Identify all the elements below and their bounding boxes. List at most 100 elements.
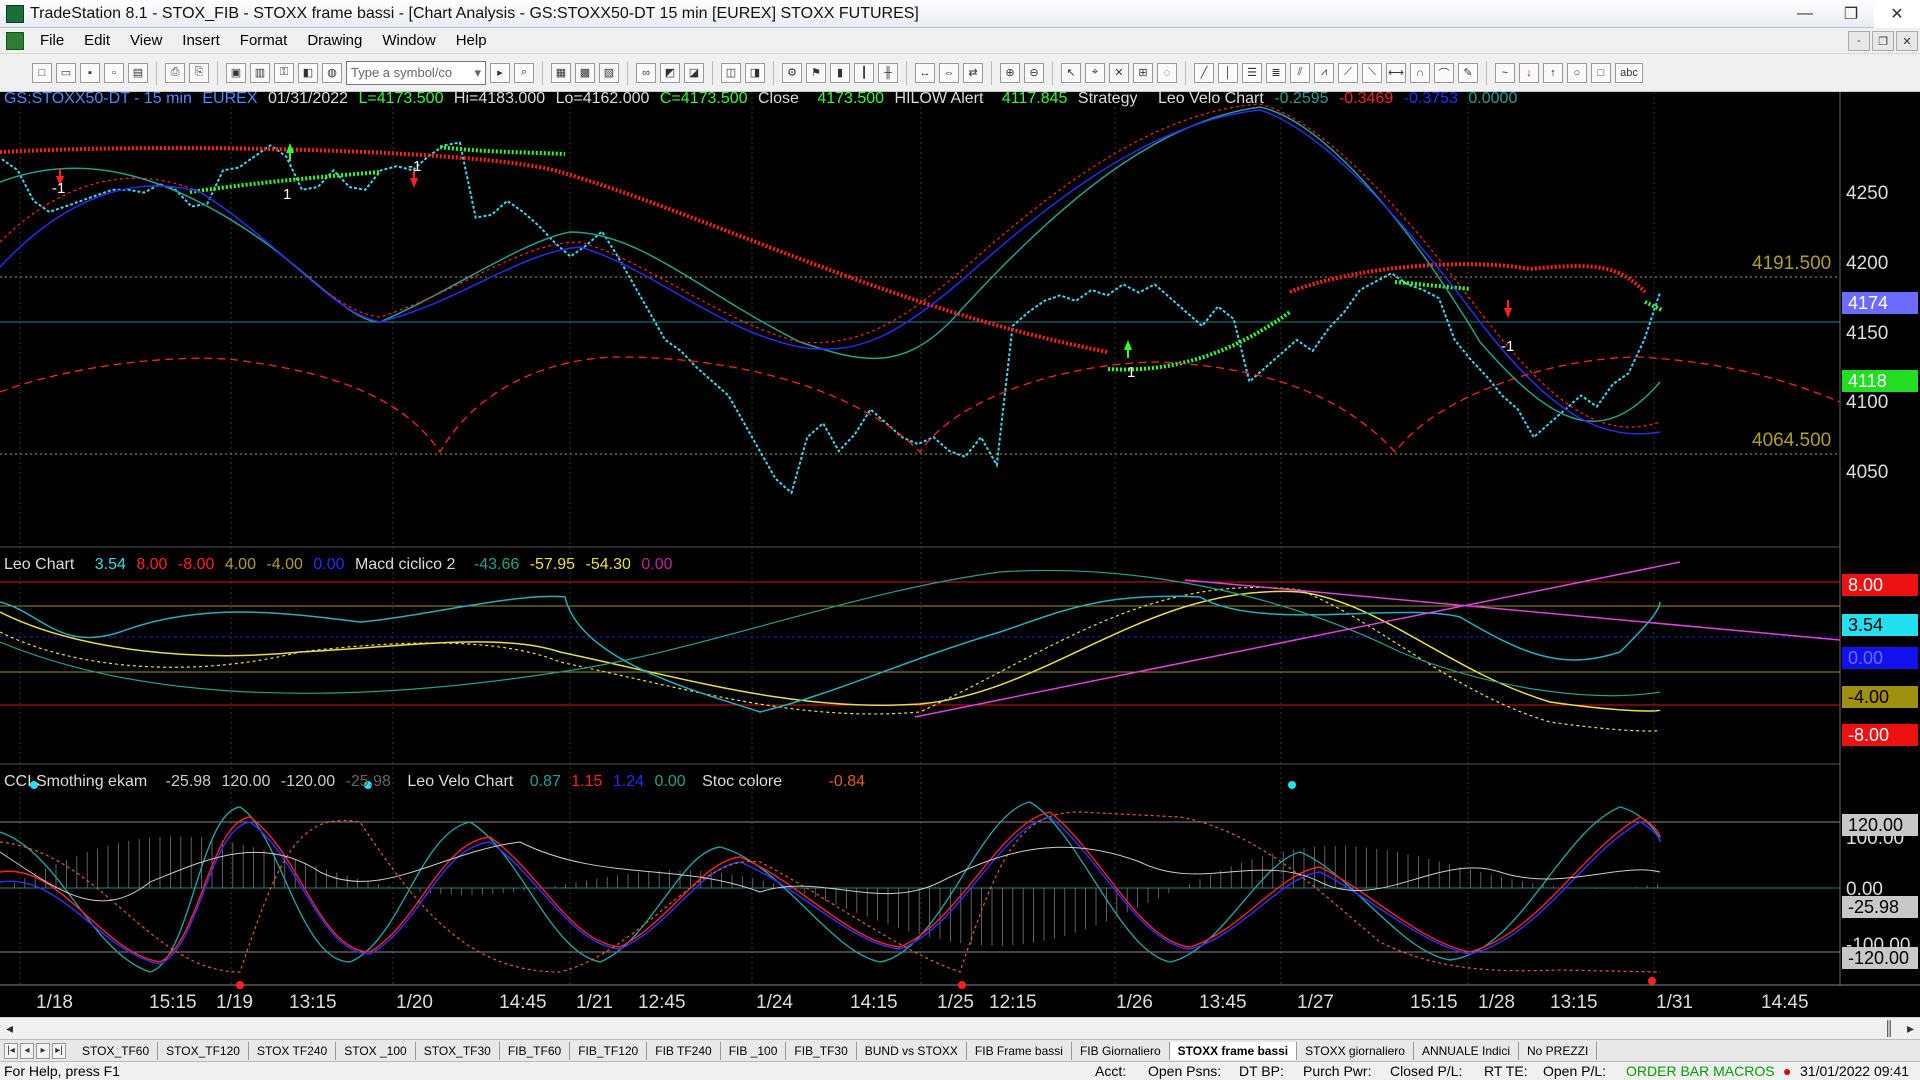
tab-5[interactable]: FIB_TF60: [500, 1041, 571, 1060]
horizontal-lines-icon[interactable]: ☰: [1242, 62, 1262, 83]
chart-window-icon[interactable]: [6, 31, 24, 50]
symbol-lookup-icon[interactable]: ⌕: [514, 62, 534, 83]
tab-13[interactable]: STOXX frame bassi: [1169, 1041, 1298, 1060]
save-all-icon[interactable]: ▫: [104, 62, 124, 83]
chevron-down-icon[interactable]: ▾: [474, 64, 481, 80]
arrow-down-icon[interactable]: ↓: [1519, 62, 1539, 83]
mdi-minimize-button[interactable]: -: [1848, 31, 1870, 51]
tab-15[interactable]: ANNUALE Indici: [1414, 1041, 1519, 1060]
arrow-up-icon[interactable]: ↑: [1543, 62, 1563, 83]
fibonacci-icon[interactable]: ≣: [1266, 62, 1286, 83]
text-tool-icon[interactable]: abc: [1615, 62, 1643, 83]
print-preview-icon[interactable]: ⎘: [189, 62, 209, 83]
minimize-button[interactable]: —: [1797, 5, 1813, 22]
tab-10[interactable]: BUND vs STOXX: [857, 1041, 967, 1060]
vertical-line-icon[interactable]: │: [1218, 62, 1238, 83]
tile-icon[interactable]: ▥: [250, 62, 270, 83]
new-file-icon[interactable]: □: [32, 62, 52, 83]
zoom-in-icon[interactable]: ⊕: [1000, 62, 1020, 83]
tab-1[interactable]: STOX_TF120: [158, 1041, 249, 1060]
menu-edit[interactable]: Edit: [84, 32, 111, 49]
scanner-icon[interactable]: ◩: [660, 62, 680, 83]
menu-file[interactable]: File: [40, 32, 65, 49]
ellipse-icon[interactable]: ○: [1567, 62, 1587, 83]
chart-analysis[interactable]: GS:STOXX50-DT - 15 min EUREX 01/31/2022 …: [0, 90, 1920, 1017]
tools-icon[interactable]: ✕: [1109, 62, 1129, 83]
format-symbol-icon[interactable]: ◨: [745, 62, 765, 83]
open-folder-icon[interactable]: ▭: [56, 62, 76, 83]
chart-canvas[interactable]: [0, 92, 1920, 1017]
data-tips-icon[interactable]: ⌖: [1085, 62, 1105, 83]
tab-next-icon[interactable]: ▸: [36, 1042, 50, 1059]
go-arrow-icon[interactable]: ▸: [490, 62, 510, 83]
tab-11[interactable]: FIB Frame bassi: [967, 1041, 1072, 1060]
menu-help[interactable]: Help: [455, 32, 487, 49]
print-icon[interactable]: ⎙: [165, 62, 185, 83]
link-icon[interactable]: ∞: [636, 62, 656, 83]
tab-last-icon[interactable]: ▸|: [52, 1042, 66, 1059]
matrix-icon[interactable]: ▧: [599, 62, 619, 83]
pointer-icon[interactable]: ↖: [1061, 62, 1081, 83]
ohlc-icon[interactable]: ╫: [878, 62, 898, 83]
tab-14[interactable]: STOXX giornaliero: [1297, 1041, 1414, 1060]
strategy-icon[interactable]: ⚑: [806, 62, 826, 83]
cycle-icon[interactable]: ∩: [1410, 62, 1430, 83]
drawing-object-icon[interactable]: ⊞: [1133, 62, 1153, 83]
regression-icon[interactable]: ⟍: [1362, 62, 1382, 83]
indicator-icon[interactable]: ⚙: [782, 62, 802, 83]
compress-icon[interactable]: ⇔: [939, 62, 959, 83]
scroll-left-icon[interactable]: ◂: [6, 1020, 14, 1036]
tab-4[interactable]: STOX_TF30: [416, 1041, 500, 1060]
tab-prev-icon[interactable]: ◂: [20, 1042, 34, 1059]
tab-6[interactable]: FIB_TF120: [570, 1041, 648, 1060]
radar-screen-icon[interactable]: ▩: [575, 62, 595, 83]
scroll-icon[interactable]: ⇄: [963, 62, 983, 83]
tab-0[interactable]: STOX_TF60: [74, 1041, 159, 1060]
menu-format[interactable]: Format: [239, 32, 288, 49]
hide-icon[interactable]: ◌: [1157, 62, 1177, 83]
channel-icon[interactable]: ⫽: [1290, 62, 1310, 83]
optionstation-icon[interactable]: ◪: [684, 62, 704, 83]
save-icon[interactable]: ▪: [80, 62, 100, 83]
zoom-out-icon[interactable]: ⊖: [1024, 62, 1044, 83]
window-icon[interactable]: ▣: [226, 62, 246, 83]
horizontal-scrollbar[interactable]: ◂ ║ ▸: [0, 1017, 1920, 1039]
menu-view[interactable]: View: [130, 32, 163, 49]
tab-12[interactable]: FIB Giornaliero: [1072, 1041, 1170, 1060]
pencil-icon[interactable]: ✎: [1458, 62, 1478, 83]
tab-2[interactable]: STOX TF240: [249, 1041, 337, 1060]
rectangle-icon[interactable]: □: [1591, 62, 1611, 83]
globe-icon[interactable]: ◍: [322, 62, 342, 83]
menu-window[interactable]: Window: [382, 32, 436, 49]
menu-drawing[interactable]: Drawing: [307, 32, 363, 49]
scroll-right-icon[interactable]: ▸: [1906, 1020, 1914, 1036]
freehand-icon[interactable]: ~: [1495, 62, 1515, 83]
gann-fan-icon[interactable]: ⩘: [1314, 62, 1334, 83]
lock-icon[interactable]: ⚿: [274, 62, 294, 83]
tab-7[interactable]: FIB TF240: [647, 1041, 721, 1060]
chart-analysis-icon[interactable]: ▦: [551, 62, 571, 83]
tab-9[interactable]: FIB_TF30: [786, 1041, 857, 1060]
tab-16[interactable]: No PREZZI: [1519, 1041, 1598, 1060]
format-window-icon[interactable]: ◫: [721, 62, 741, 83]
mdi-restore-button[interactable]: ❐: [1872, 31, 1894, 51]
trendline-icon[interactable]: ╱: [1194, 62, 1214, 83]
arc-icon[interactable]: ⌒: [1434, 62, 1454, 83]
close-button[interactable]: ✕: [1874, 0, 1920, 28]
tab-first-icon[interactable]: |◂: [4, 1042, 18, 1059]
menu-insert[interactable]: Insert: [182, 32, 220, 49]
tab-3[interactable]: STOX _100: [336, 1041, 416, 1060]
tab-8[interactable]: FIB _100: [721, 1041, 787, 1060]
order-bar-macros[interactable]: ORDER BAR MACROS: [1626, 1063, 1775, 1079]
mdi-close-button[interactable]: ✕: [1896, 31, 1918, 51]
workspace-icon[interactable]: ▤: [128, 62, 148, 83]
candle-icon[interactable]: ▮: [830, 62, 850, 83]
scroll-thumb-icon[interactable]: ║: [1884, 1020, 1894, 1036]
order-icon[interactable]: ◧: [298, 62, 318, 83]
symbol-input[interactable]: Type a symbol/co ▾: [346, 60, 486, 85]
speed-line-icon[interactable]: ⟋: [1338, 62, 1358, 83]
expand-icon[interactable]: ↔: [915, 62, 935, 83]
bar-chart-icon[interactable]: ┃: [854, 62, 874, 83]
ray-icon[interactable]: ⟷: [1386, 62, 1406, 83]
maximize-button[interactable]: ❐: [1843, 6, 1859, 23]
